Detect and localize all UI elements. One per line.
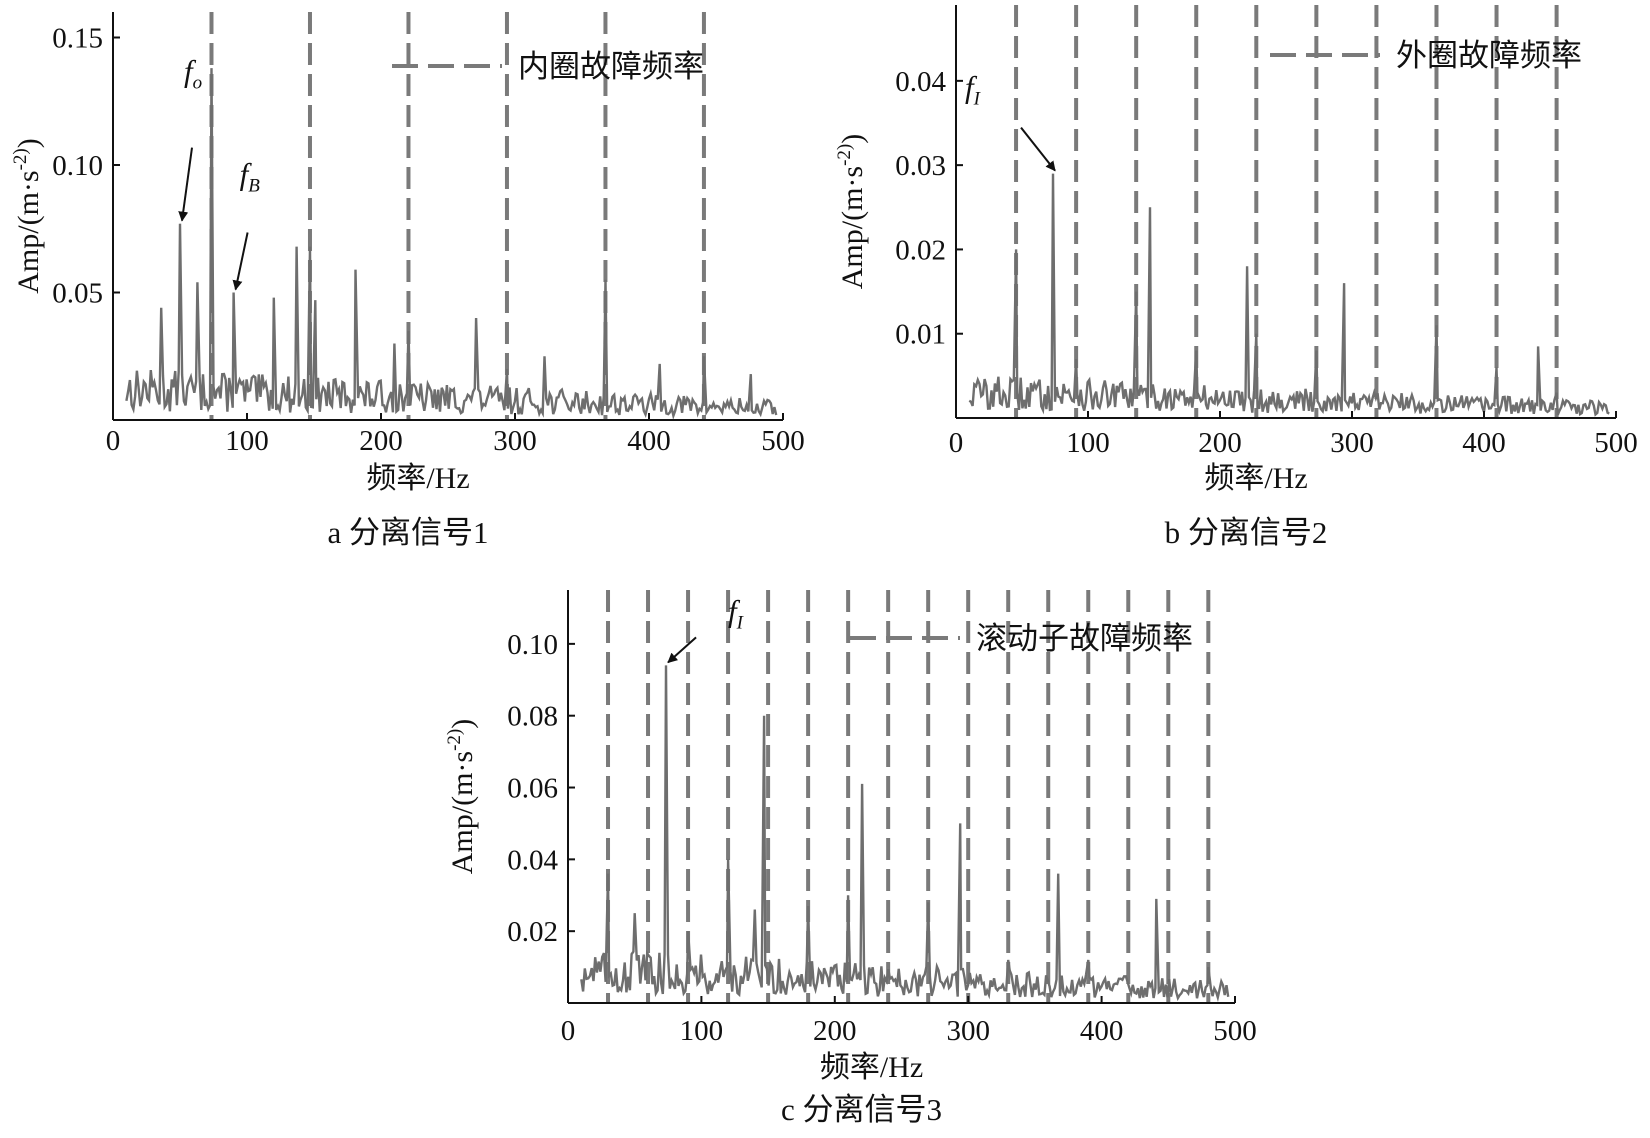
annotation-arrow-a-0 [178, 147, 193, 222]
x-tick-label-b-2: 200 [1198, 427, 1242, 459]
y-axis-label-main: Amp/(m·s [446, 751, 479, 874]
annotation-subscript: I [736, 612, 745, 633]
annotation-label-a-1: fB [240, 157, 261, 197]
annotation-subscript: I [973, 89, 982, 110]
annotation-subscript: B [248, 176, 260, 197]
caption-c: c 分离信号3 [781, 1092, 942, 1127]
annotation-label-b-0: fI [965, 70, 982, 110]
y-axis-label-close: ) [446, 719, 479, 729]
legend-label-a: 内圈故障频率 [518, 49, 704, 84]
x-axis-label-b: 频率/Hz [1204, 462, 1307, 495]
y-tick-label-b-3: 0.04 [895, 66, 946, 98]
x-tick-label-c-1: 100 [680, 1015, 724, 1047]
annotation-arrow-b-0 [1020, 126, 1056, 172]
y-axis-label-main: Amp/(m·s [836, 166, 869, 289]
x-tick-label-a-4: 400 [627, 425, 671, 457]
x-tick-label-a-0: 0 [106, 425, 121, 457]
x-tick-label-a-5: 500 [761, 425, 805, 457]
x-tick-label-c-3: 300 [946, 1015, 990, 1047]
y-axis-label-close: ) [836, 134, 869, 144]
y-axis-label-exponent: -2) [10, 148, 31, 170]
annotation-arrow-a-1 [232, 232, 249, 291]
caption-a: a 分离信号1 [327, 515, 488, 550]
x-tick-label-c-2: 200 [813, 1015, 857, 1047]
y-tick-label-c-1: 0.04 [507, 844, 558, 876]
y-tick-label-c-4: 0.10 [507, 629, 558, 661]
annotation-arrow-c-0 [667, 636, 697, 664]
y-axis-label-c: Amp/(m·s-2)) [444, 719, 479, 874]
y-axis-label-exponent: -2) [444, 729, 465, 751]
y-tick-label-b-1: 0.02 [895, 234, 946, 266]
x-tick-label-b-1: 100 [1066, 427, 1110, 459]
annotation-subscript: o [193, 73, 203, 94]
x-tick-label-b-4: 400 [1462, 427, 1506, 459]
legend-label-c: 滚动子故障频率 [976, 621, 1193, 656]
y-axis-label-main: Amp/(m·s [12, 170, 45, 293]
x-tick-label-c-4: 400 [1080, 1015, 1124, 1047]
x-tick-label-a-2: 200 [359, 425, 403, 457]
y-tick-label-c-0: 0.02 [507, 916, 558, 948]
y-axis-label-exponent: -2) [834, 144, 855, 166]
x-tick-label-b-5: 500 [1594, 427, 1638, 459]
y-axis-label-b: Amp/(m·s-2)) [834, 134, 869, 289]
x-axis-label-c: 频率/Hz [820, 1051, 923, 1084]
y-axis-label-a: Amp/(m·s-2)) [10, 138, 45, 293]
x-tick-label-a-1: 100 [225, 425, 269, 457]
panel-a: 0 100 200 300 400 500 0.05 0.10 0.15 频率/Hz Amp/(m·… [10, 12, 805, 550]
x-tick-label-b-0: 0 [949, 427, 964, 459]
panel-c: 0 100 200 300 400 500 0.02 0.04 0.06 0.08 0.10 频率/H… [444, 590, 1257, 1127]
x-axis-label-a: 频率/Hz [366, 462, 469, 495]
x-tick-label-a-3: 300 [493, 425, 537, 457]
spectrum-series-b [968, 173, 1610, 417]
y-tick-label-b-2: 0.03 [895, 150, 946, 182]
spectrum-series-c [580, 665, 1230, 1003]
caption-b: b 分离信号2 [1165, 515, 1328, 550]
y-tick-label-c-2: 0.06 [507, 773, 558, 805]
spectrum-series-a [125, 68, 778, 420]
y-axis-label-close: ) [12, 138, 45, 148]
y-tick-label-a-2: 0.15 [52, 23, 103, 55]
annotation-label-a-0: fo [184, 54, 202, 94]
y-tick-label-a-0: 0.05 [52, 278, 103, 310]
y-tick-label-b-0: 0.01 [895, 319, 946, 351]
x-tick-label-c-0: 0 [561, 1015, 576, 1047]
x-tick-label-b-3: 300 [1330, 427, 1374, 459]
y-tick-label-c-3: 0.08 [507, 701, 558, 733]
annotation-label-c-0: fI [728, 593, 745, 633]
x-tick-label-c-5: 500 [1213, 1015, 1257, 1047]
legend-label-b: 外圈故障频率 [1396, 38, 1582, 73]
panel-b: 0 100 200 300 400 500 0.01 0.02 0.03 0.04 频率/Hz Amp… [834, 5, 1638, 550]
y-tick-label-a-1: 0.10 [52, 150, 103, 182]
